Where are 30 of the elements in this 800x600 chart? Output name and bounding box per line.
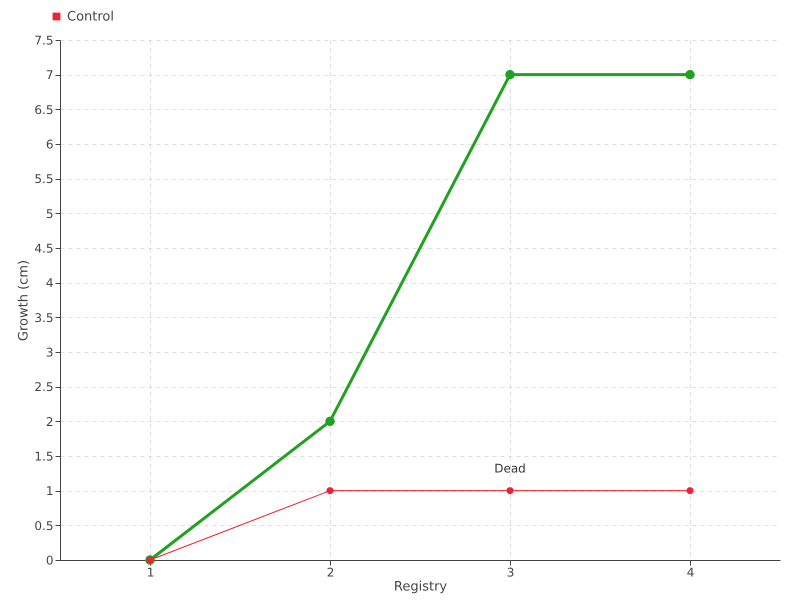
- point: [685, 70, 695, 80]
- y-tick-label: 1.5: [34, 450, 54, 464]
- point: [325, 416, 335, 426]
- y-tick-label: 5: [46, 206, 54, 221]
- point: [326, 487, 334, 494]
- x-tick-label: 2: [326, 566, 334, 580]
- y-tick-label: 2.5: [34, 380, 54, 394]
- y-tick-label: 1: [46, 484, 54, 498]
- y-tick-label: 4.5: [34, 242, 54, 256]
- y-tick-label: 6: [46, 138, 54, 152]
- y-axis-title: Growth (cm): [16, 260, 32, 342]
- y-tick-label: 3: [46, 346, 54, 360]
- y-tick-label: 2: [46, 414, 54, 429]
- point: [506, 487, 514, 494]
- y-tick-label: 0.5: [34, 518, 54, 533]
- x-tick-label: 3: [506, 566, 514, 580]
- point: [686, 487, 694, 494]
- y-tick-label: 5.5: [34, 172, 54, 186]
- y-tick-label: 7.5: [34, 34, 54, 48]
- y-tick-label: 7: [46, 68, 54, 82]
- y-tick-label: 3.5: [34, 310, 54, 325]
- x-tick-label: 4: [686, 566, 694, 580]
- y-tick-label: 6.5: [34, 102, 54, 117]
- legend-label: Control: [67, 10, 114, 24]
- y-tick-label: 4: [46, 276, 54, 290]
- x-axis-title: Registry: [394, 580, 448, 594]
- annotation: Dead: [494, 462, 526, 476]
- y-tick-label: 0: [46, 554, 54, 568]
- point: [505, 70, 515, 80]
- x-tick-label: 1: [146, 566, 154, 580]
